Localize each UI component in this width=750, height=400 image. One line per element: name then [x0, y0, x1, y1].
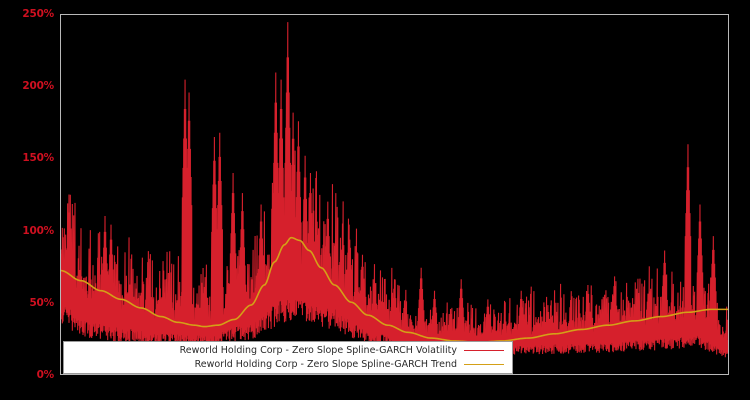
- trend-series: [61, 238, 728, 343]
- y-tick-200: 200%: [22, 80, 54, 93]
- plot-area: [60, 14, 729, 375]
- y-tick-150: 150%: [22, 152, 54, 165]
- legend-label-trend: Reworld Holding Corp - Zero Slope Spline…: [194, 358, 457, 370]
- y-tick-0: 0%: [36, 369, 55, 381]
- y-axis-tick-labels: 250% 200% 150% 100% 50% 0%: [0, 0, 54, 400]
- volatility-series: [61, 22, 728, 357]
- chart-canvas: [61, 15, 728, 374]
- legend-line-volatility-icon: [464, 350, 504, 351]
- y-tick-250: 250%: [22, 8, 54, 20]
- y-tick-50: 50%: [29, 296, 54, 309]
- legend-entry-volatility: Reworld Holding Corp - Zero Slope Spline…: [64, 344, 512, 358]
- legend-label-volatility: Reworld Holding Corp - Zero Slope Spline…: [179, 344, 457, 356]
- legend-line-trend-icon: [464, 364, 504, 365]
- chart-legend: Reworld Holding Corp - Zero Slope Spline…: [63, 341, 513, 374]
- legend-entry-trend: Reworld Holding Corp - Zero Slope Spline…: [64, 358, 512, 372]
- y-tick-100: 100%: [22, 224, 54, 237]
